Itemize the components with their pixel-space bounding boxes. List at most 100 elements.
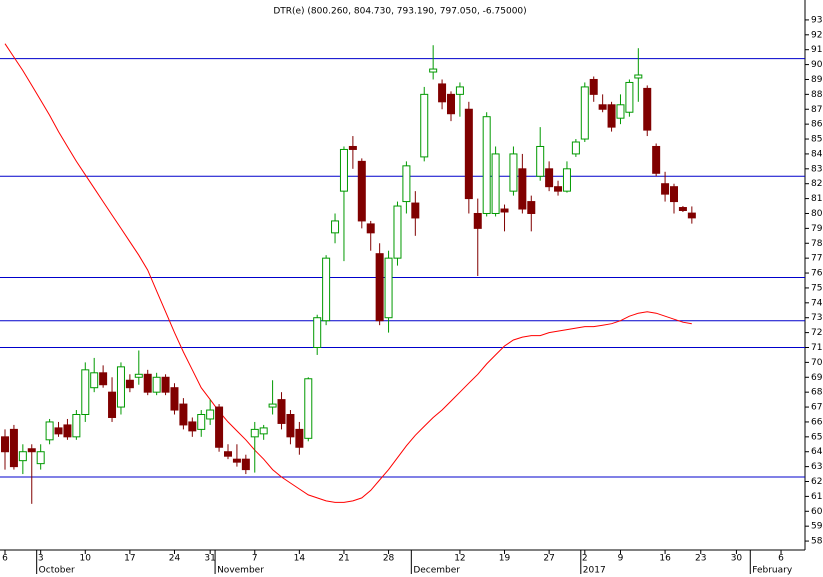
candle-body bbox=[339, 148, 348, 192]
candle-body bbox=[455, 86, 464, 95]
candle-body bbox=[125, 379, 134, 389]
candle-body bbox=[18, 451, 27, 462]
x-tick-label: 24 bbox=[169, 554, 181, 564]
candle-body bbox=[670, 186, 678, 203]
candle-body bbox=[411, 202, 420, 219]
candle-body bbox=[206, 409, 215, 420]
candle-body bbox=[661, 183, 670, 195]
candle-body bbox=[143, 373, 152, 393]
candle-body bbox=[134, 373, 143, 378]
x-tick-label: 21 bbox=[338, 554, 349, 564]
x-tick-label: 30 bbox=[731, 554, 743, 564]
x-tick-label: 31 bbox=[204, 554, 215, 564]
candle-body bbox=[616, 104, 625, 119]
candle-body bbox=[607, 104, 616, 128]
y-tick-label: 720 bbox=[811, 328, 823, 338]
y-tick-label: 870 bbox=[811, 105, 823, 115]
y-tick-label: 800 bbox=[811, 209, 823, 219]
y-tick-label: 930 bbox=[811, 15, 823, 25]
candle-body bbox=[402, 165, 411, 203]
candle-body bbox=[473, 212, 482, 229]
month-label: February bbox=[752, 566, 793, 576]
candle-body bbox=[27, 448, 36, 453]
candle-body bbox=[678, 207, 687, 212]
y-tick-label: 690 bbox=[811, 373, 823, 383]
y-tick-label: 830 bbox=[811, 164, 823, 174]
x-tick-label: 28 bbox=[383, 554, 395, 564]
candle-body bbox=[447, 93, 455, 115]
month-label: November bbox=[217, 566, 264, 576]
candle-body bbox=[224, 451, 232, 457]
candle-body bbox=[527, 201, 536, 214]
candle-body bbox=[571, 141, 580, 155]
candle-body bbox=[589, 78, 598, 95]
candle-body bbox=[562, 168, 571, 192]
y-tick-label: 700 bbox=[811, 358, 823, 368]
month-label: 2017 bbox=[583, 566, 606, 576]
candle-body bbox=[54, 427, 63, 435]
chart-title: DTR(e) (800.260, 804.730, 793.190, 797.0… bbox=[273, 7, 526, 17]
candle-body bbox=[429, 68, 438, 73]
candle-body bbox=[313, 317, 322, 348]
y-tick-label: 610 bbox=[811, 492, 823, 502]
x-tick-label: 10 bbox=[80, 554, 92, 564]
y-tick-label: 660 bbox=[811, 417, 823, 427]
y-tick-label: 900 bbox=[811, 60, 823, 70]
y-tick-label: 680 bbox=[811, 388, 823, 398]
candle-body bbox=[687, 212, 696, 219]
candle-body bbox=[554, 186, 563, 192]
x-tick-label: 17 bbox=[124, 554, 135, 564]
x-tick-label: 7 bbox=[252, 554, 258, 564]
y-tick-label: 730 bbox=[811, 313, 823, 323]
candle-body bbox=[393, 205, 402, 259]
candle-body bbox=[634, 74, 643, 79]
y-tick-label: 820 bbox=[811, 179, 823, 189]
y-tick-label: 650 bbox=[811, 432, 823, 442]
candle-body bbox=[72, 414, 81, 438]
x-tick-label: 23 bbox=[695, 554, 706, 564]
candle-body bbox=[170, 387, 179, 411]
candle-body bbox=[384, 257, 393, 319]
candle-body bbox=[509, 153, 518, 192]
y-tick-label: 630 bbox=[811, 462, 823, 472]
y-tick-label: 760 bbox=[811, 269, 823, 279]
candle-body bbox=[304, 378, 313, 439]
y-tick-label: 670 bbox=[811, 403, 823, 413]
candle-body bbox=[357, 160, 366, 222]
x-tick-label: 14 bbox=[294, 554, 306, 564]
x-tick-label: 6 bbox=[2, 554, 8, 564]
candle-body bbox=[464, 108, 473, 200]
candle-body bbox=[81, 369, 90, 416]
x-tick-label: 12 bbox=[454, 554, 465, 564]
candle-body bbox=[152, 376, 161, 393]
candle-body bbox=[545, 168, 554, 188]
y-tick-label: 780 bbox=[811, 239, 823, 249]
candle-body bbox=[295, 428, 304, 448]
candle-body bbox=[518, 168, 527, 210]
y-tick-label: 840 bbox=[811, 149, 823, 159]
candle-body bbox=[161, 376, 170, 393]
candle-body bbox=[277, 399, 286, 424]
candle-body bbox=[491, 153, 500, 214]
candle-body bbox=[536, 145, 545, 177]
y-tick-label: 600 bbox=[811, 507, 823, 517]
candle-body bbox=[179, 403, 188, 426]
y-tick-label: 750 bbox=[811, 283, 823, 293]
y-tick-label: 910 bbox=[811, 45, 823, 55]
y-tick-label: 740 bbox=[811, 298, 823, 308]
y-tick-label: 620 bbox=[811, 477, 823, 487]
x-tick-label: 19 bbox=[499, 554, 511, 564]
candle-body bbox=[241, 458, 250, 471]
candle-body bbox=[63, 424, 72, 438]
y-tick-label: 580 bbox=[811, 537, 823, 547]
x-tick-label: 27 bbox=[543, 554, 554, 564]
candle-body bbox=[215, 406, 224, 448]
x-tick-label: 3 bbox=[38, 554, 44, 564]
y-tick-label: 890 bbox=[811, 75, 823, 85]
candle-body bbox=[268, 403, 277, 408]
month-label: October bbox=[39, 566, 75, 576]
candle-body bbox=[420, 93, 429, 158]
candle-body bbox=[286, 414, 295, 438]
